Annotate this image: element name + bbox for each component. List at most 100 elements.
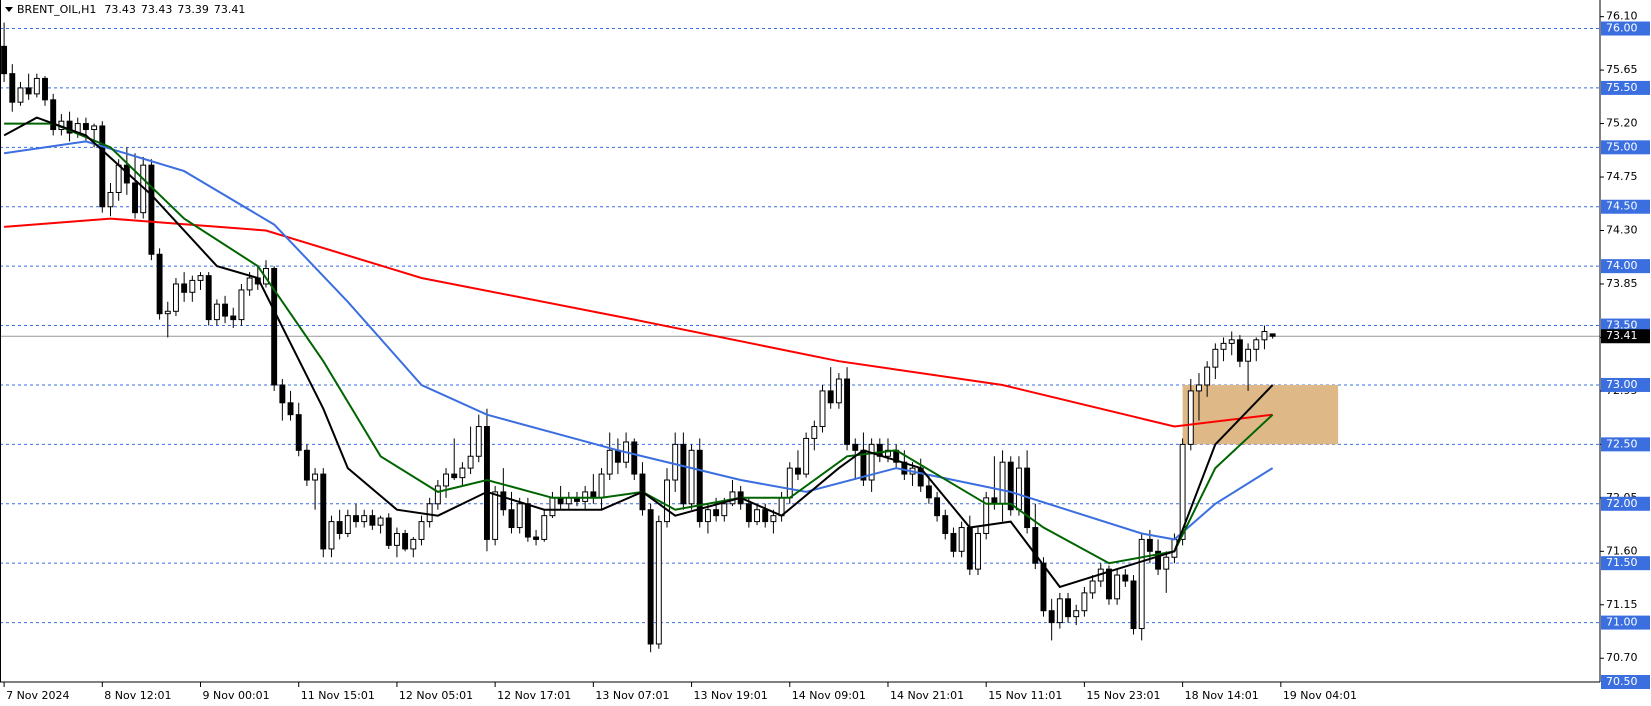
candle-body — [50, 99, 57, 131]
last-price-label: 73.41 — [1606, 329, 1638, 342]
candle-body — [238, 289, 245, 321]
candle-body — [82, 123, 89, 131]
candle-body — [1048, 610, 1055, 624]
candle-body — [533, 536, 540, 540]
candle-body — [1056, 598, 1063, 624]
menu-triangle[interactable] — [5, 7, 13, 12]
y-tick-label: 75.20 — [1606, 117, 1638, 130]
y-tick-label: 74.30 — [1606, 224, 1638, 237]
candle-body — [524, 503, 531, 538]
candle-body — [164, 310, 171, 315]
candle-body — [598, 473, 605, 499]
candle-body — [729, 491, 736, 505]
candle-body — [222, 303, 229, 317]
candle-body — [983, 497, 990, 534]
ma-line — [4, 217, 1273, 428]
x-tick-label: 13 Nov 19:01 — [694, 689, 768, 702]
candle-body — [246, 277, 253, 291]
candle-body — [377, 517, 384, 526]
candle-body — [418, 521, 425, 540]
candle-body — [475, 426, 482, 457]
candle-body — [312, 473, 319, 481]
x-tick-label: 8 Nov 12:01 — [104, 689, 171, 702]
candle-body — [582, 491, 589, 502]
x-tick-label: 14 Nov 21:01 — [890, 689, 964, 702]
marks-layer — [1, 22, 1276, 653]
candle-body — [786, 467, 793, 499]
candle-body — [148, 164, 155, 255]
candle-body — [1146, 538, 1153, 552]
candle-body — [1220, 342, 1227, 350]
candle-body — [606, 449, 613, 475]
candle-body — [1261, 330, 1268, 341]
level-label: 75.50 — [1606, 81, 1638, 94]
level-label: 74.50 — [1606, 200, 1638, 213]
candle-body — [934, 497, 941, 517]
candle-body — [950, 532, 957, 552]
candle-body — [803, 437, 810, 475]
candle-body — [958, 527, 965, 552]
candle-body — [1138, 538, 1145, 630]
candle-body — [1187, 390, 1194, 445]
candle-body — [508, 509, 515, 529]
candle-body — [1163, 556, 1170, 570]
candle-body — [17, 87, 24, 103]
candle-body — [868, 443, 875, 481]
candle-body — [1212, 348, 1219, 368]
candle-body — [213, 303, 220, 321]
candle-body — [107, 191, 114, 208]
x-tick-label: 15 Nov 23:01 — [1086, 689, 1160, 702]
level-label-box — [1601, 199, 1650, 214]
candle-body — [25, 87, 32, 95]
candle-body — [811, 426, 818, 439]
candle-body — [385, 517, 392, 546]
x-tick-label: 15 Nov 11:01 — [988, 689, 1062, 702]
candle-body — [410, 538, 417, 550]
candle-body — [1081, 592, 1088, 612]
candle-body — [721, 503, 728, 517]
candle-body — [156, 253, 163, 315]
level-label: 72.00 — [1606, 497, 1638, 510]
x-tick-label: 7 Nov 2024 — [6, 689, 69, 702]
candle-body — [66, 120, 73, 134]
candle-body — [844, 378, 851, 445]
candle-body — [835, 378, 842, 404]
chart-header: BRENT_OIL,H1 73.43 73.43 73.39 73.41 — [17, 3, 245, 16]
x-tick-label: 18 Nov 14:01 — [1185, 689, 1259, 702]
zone — [1182, 384, 1339, 445]
candle-body — [516, 503, 523, 529]
candle-body — [852, 443, 859, 451]
candle-body — [1065, 598, 1071, 618]
candle-body — [328, 521, 335, 550]
candle-body — [762, 509, 769, 523]
candle-body — [975, 532, 981, 570]
candle-body — [320, 473, 327, 550]
candle-body — [99, 125, 106, 208]
candle-body — [1130, 580, 1137, 630]
header-open: 73.43 — [104, 3, 136, 16]
candle-body — [1032, 527, 1039, 564]
candle-body — [680, 443, 687, 505]
candle-body — [181, 283, 188, 293]
candle-body — [271, 268, 278, 386]
candle-body — [1040, 562, 1047, 612]
level-label: 76.00 — [1606, 22, 1638, 35]
candle-body — [1269, 333, 1276, 337]
candle-body — [1007, 461, 1014, 511]
candle-body — [344, 515, 351, 534]
candle-body — [459, 467, 466, 479]
candle-body — [696, 449, 703, 523]
candle-body — [295, 414, 302, 451]
header-close: 73.41 — [214, 3, 246, 16]
candle-body — [1253, 339, 1260, 350]
candle-body — [115, 164, 122, 193]
candle-body — [819, 390, 826, 428]
candle-body — [42, 77, 48, 101]
ma-line — [3, 116, 1274, 589]
level-label: 72.50 — [1606, 437, 1638, 450]
level-label-box — [1601, 675, 1650, 689]
ma-line — [4, 122, 1274, 565]
candle-body — [287, 402, 294, 416]
